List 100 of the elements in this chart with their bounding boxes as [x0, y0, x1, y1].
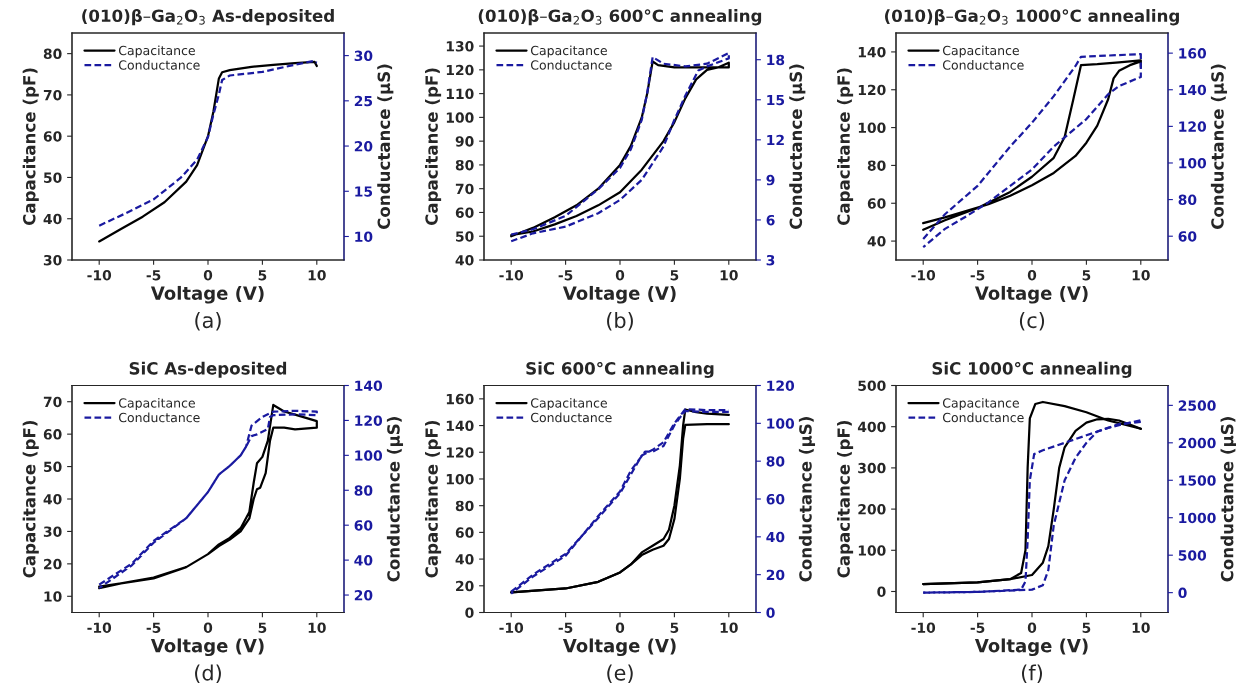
y2-axis-title: Conductance (μS)	[386, 417, 404, 582]
x-axis-title: Voltage (V)	[150, 638, 264, 657]
y2-tick-label: 140	[355, 380, 383, 391]
y-tick-label: 200	[858, 504, 886, 515]
chart-title: (010)β–Ga$_{2}$O$_{3}$ 600°C annealing	[478, 8, 762, 26]
y-tick-label: 60	[455, 207, 474, 218]
y2-tick-label: 20	[354, 141, 373, 152]
y2-tick-label: 140	[1179, 84, 1207, 96]
y-tick-label: 100	[446, 112, 474, 123]
y-tick-label: 40	[43, 213, 62, 225]
y2-tick-label: 100	[355, 450, 383, 461]
y-tick-label: 70	[43, 396, 62, 408]
chart-title: SiC 600°C annealing	[526, 361, 714, 378]
text: (c)	[1019, 312, 1045, 331]
y2-tick-label: 20	[354, 590, 373, 601]
y-tick-label: 40	[867, 236, 886, 247]
y2-tick-label: 120	[767, 380, 795, 391]
y-tick-label: 120	[446, 447, 474, 458]
y-tick-label: 100	[858, 122, 886, 134]
legend-label: Conductance	[942, 412, 1024, 423]
y-tick-label: 100	[446, 473, 474, 485]
x-tick-label: -5	[970, 270, 985, 281]
x-tick-label: 10	[1132, 269, 1150, 281]
x-tick-label: 5	[258, 622, 267, 633]
y2-tick-label: 40	[354, 555, 373, 566]
x-tick-label: 10	[720, 622, 738, 633]
y-axis-title: Capacitance (pF)	[424, 421, 442, 578]
y2-tick-label: 2000	[1178, 437, 1216, 449]
legend-label: Conductance	[530, 60, 612, 70]
x-tick-label: 10	[1132, 622, 1150, 633]
y2-tick-label: 30	[354, 50, 373, 62]
y2-axis-title: Conductance (μS)	[1210, 64, 1228, 230]
y2-tick-label: 10	[355, 231, 373, 242]
y2-tick-label: 15	[767, 94, 785, 106]
legend-label: Conductance	[942, 60, 1024, 70]
y2-tick-label: 80	[354, 485, 373, 496]
y2-tick-label: 0	[766, 607, 775, 618]
x-tick-label: 10	[308, 269, 326, 281]
y-tick-label: 70	[455, 183, 474, 195]
y2-tick-label: 80	[1178, 194, 1197, 206]
y-tick-label: 60	[43, 131, 62, 142]
text: (e)	[607, 664, 633, 684]
y-tick-label: 50	[44, 461, 62, 473]
x-tick-label: 5	[670, 270, 679, 281]
y2-tick-label: 80	[766, 456, 785, 467]
y-tick-label: 90	[455, 136, 474, 147]
chart-title: (010)β–Ga$_{2}$O$_{3}$ 1000°C annealing	[885, 8, 1179, 26]
x-axis-title: Voltage (V)	[974, 638, 1088, 657]
y2-tick-label: 12	[767, 134, 784, 146]
y2-tick-label: 1500	[1179, 475, 1216, 486]
y-tick-label: 60	[455, 527, 474, 538]
y2-tick-label: 20	[766, 569, 785, 581]
text: (b)	[607, 312, 633, 331]
y2-tick-label: 3	[766, 254, 775, 266]
y2-tick-label: 9	[766, 174, 775, 186]
x-tick-label: -10	[87, 622, 112, 633]
y-tick-label: 40	[455, 554, 474, 565]
y-tick-label: 70	[43, 89, 62, 101]
y-tick-label: 60	[867, 198, 886, 209]
x-tick-label: 0	[1027, 622, 1037, 633]
x-axis-title: Voltage (V)	[562, 285, 676, 304]
y-tick-label: 0	[877, 586, 886, 597]
x-tick-label: -5	[970, 622, 985, 633]
legend-label: Capacitance	[942, 398, 1019, 411]
y-tick-label: 30	[43, 526, 62, 537]
y2-tick-label: 100	[1179, 157, 1207, 169]
y2-tick-label: 120	[355, 415, 383, 426]
x-tick-label: -5	[558, 270, 573, 281]
y2-tick-label: 2500	[1178, 400, 1216, 411]
y2-axis-title: Conductance (μS)	[798, 417, 816, 582]
legend-label: Conductance	[118, 60, 200, 70]
y-tick-label: 300	[858, 462, 886, 474]
y-tick-label: 30	[43, 254, 62, 266]
x-tick-label: 0	[615, 622, 625, 633]
y-tick-label: 80	[455, 500, 474, 512]
y-tick-label: 400	[857, 421, 886, 433]
y2-axis-title: Conductance (μS)	[789, 64, 806, 230]
y2-axis-title: Conductance (μS)	[377, 64, 394, 230]
y-tick-label: 140	[858, 46, 886, 58]
y-tick-label: 0	[465, 607, 474, 618]
y-tick-label: 20	[456, 580, 474, 592]
x-tick-label: 5	[1082, 622, 1091, 633]
y-tick-label: 80	[43, 48, 62, 60]
x-axis-title: Voltage (V)	[974, 285, 1088, 304]
x-tick-label: 5	[258, 270, 267, 281]
legend-label: Capacitance	[118, 45, 195, 58]
y-tick-label: 500	[858, 380, 886, 391]
y2-tick-label: 18	[767, 54, 785, 66]
x-tick-label: -5	[146, 270, 161, 281]
y2-tick-label: 40	[766, 531, 785, 543]
legend-label: Conductance	[118, 412, 200, 423]
y2-tick-label: 100	[767, 418, 795, 429]
y2-tick-label: 120	[1179, 121, 1207, 132]
y-tick-label: 100	[858, 545, 886, 556]
y-axis-title: Capacitance (pF)	[424, 68, 442, 226]
y-axis-title: Capacitance (pF)	[836, 421, 854, 578]
y2-tick-label: 60	[354, 520, 373, 531]
y2-axis-title: Conductance (μS)	[1220, 417, 1236, 582]
y-tick-label: 80	[867, 160, 886, 171]
legend-label: Capacitance	[530, 398, 607, 411]
